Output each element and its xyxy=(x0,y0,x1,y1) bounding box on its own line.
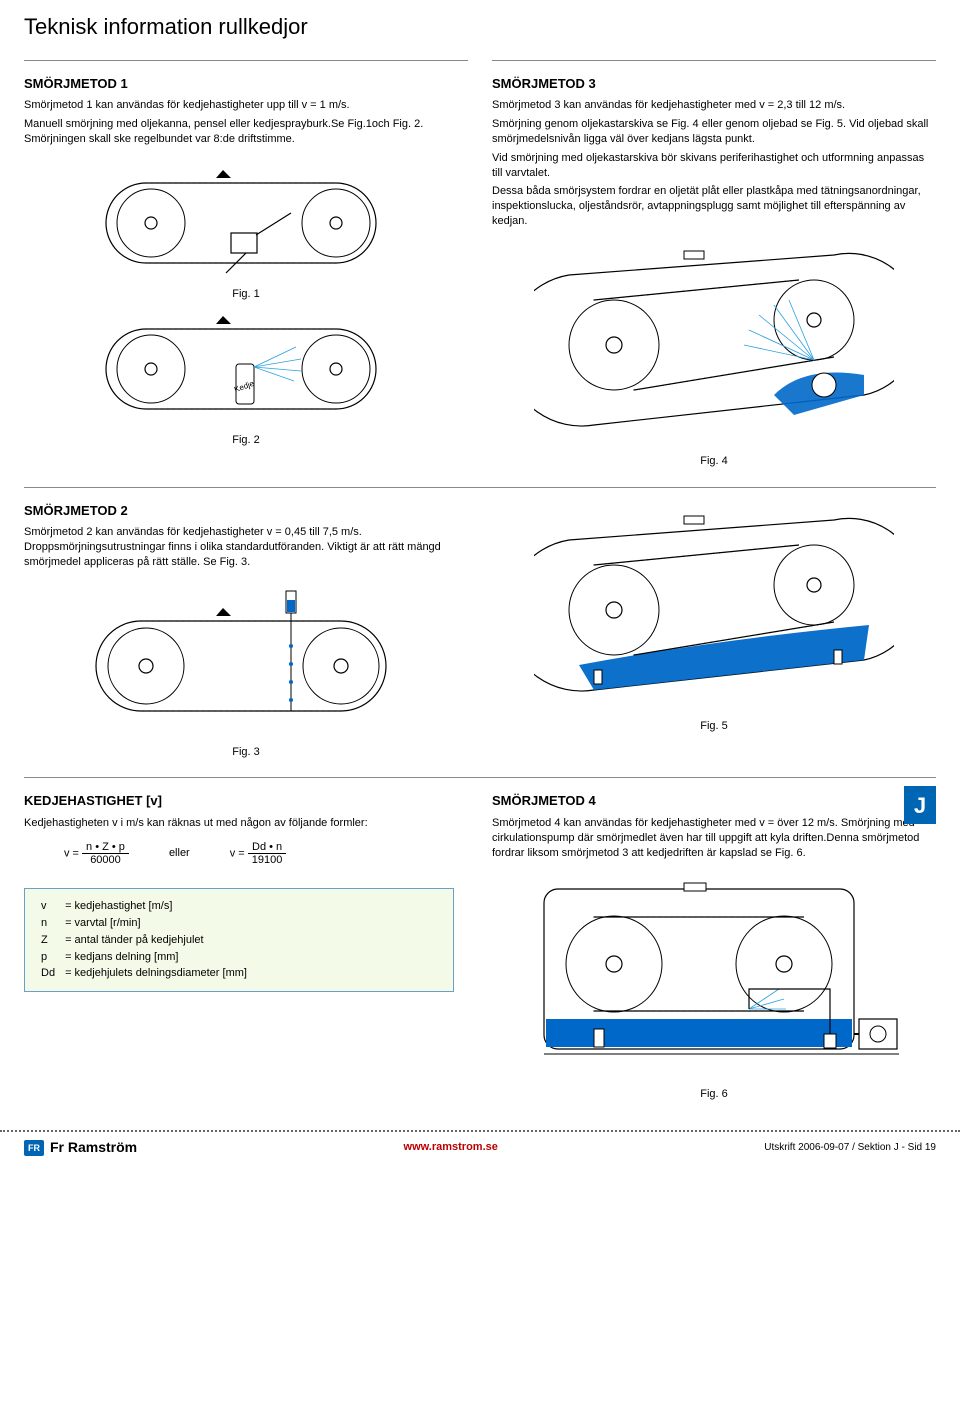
fig2-diagram: Kedje xyxy=(24,309,468,429)
eller-label: eller xyxy=(169,846,190,861)
f1-num: n • Z • p xyxy=(82,841,129,854)
legend-n-sym: n xyxy=(37,916,59,931)
method3-p3: Vid smörjning med oljekastarskiva bör sk… xyxy=(492,151,936,181)
method2-p1: Smörjmetod 2 kan användas för kedjehasti… xyxy=(24,525,468,570)
method2-heading: SMÖRJMETOD 2 xyxy=(24,502,468,520)
fig1-diagram xyxy=(24,163,468,283)
method4-p1: Smörjmetod 4 kan användas för kedjehasti… xyxy=(492,816,936,861)
divider xyxy=(24,487,936,488)
legend-v-sym: v xyxy=(37,899,59,914)
v-eq-2: v = xyxy=(230,847,245,859)
f1-den: 60000 xyxy=(86,854,125,866)
method1-p2: Manuell smörjning med oljekanna, pensel … xyxy=(24,117,468,147)
speed-heading: KEDJEHASTIGHET [v] xyxy=(24,792,468,810)
brand-logo: FR xyxy=(24,1140,44,1156)
legend-p-sym: p xyxy=(37,950,59,965)
fig3-diagram xyxy=(24,586,468,741)
v-eq-1: v = xyxy=(64,847,79,859)
speed-intro: Kedjehastigheten v i m/s kan räknas ut m… xyxy=(24,816,468,831)
fig1-caption: Fig. 1 xyxy=(24,287,468,302)
method1-p1: Smörjmetod 1 kan användas för kedjehasti… xyxy=(24,98,468,113)
method1-heading: SMÖRJMETOD 1 xyxy=(24,75,468,93)
method3-heading: SMÖRJMETOD 3 xyxy=(492,75,936,93)
legend-Dd-desc: = kedjehjulets delningsdiameter [mm] xyxy=(61,966,251,981)
f2-den: 19100 xyxy=(248,854,287,866)
method3-p4: Dessa båda smörjsystem fordrar en oljetä… xyxy=(492,184,936,229)
fig5-caption: Fig. 5 xyxy=(492,719,936,734)
speed-formulas: v = n • Z • p 60000 eller v = Dd • n 191… xyxy=(24,835,468,878)
legend-Z-desc: = antal tänder på kedjehjulet xyxy=(61,933,251,948)
fig2-caption: Fig. 2 xyxy=(24,433,468,448)
brand-name: Fr Ramström xyxy=(50,1138,137,1157)
divider xyxy=(24,60,468,61)
legend-Z-sym: Z xyxy=(37,933,59,948)
legend-n-desc: = varvtal [r/min] xyxy=(61,916,251,931)
legend-p-desc: = kedjans delning [mm] xyxy=(61,950,251,965)
divider xyxy=(24,777,936,778)
legend-box: v= kedjehastighet [m/s] n= varvtal [r/mi… xyxy=(24,888,454,992)
footer-url: www.ramstrom.se xyxy=(404,1140,498,1155)
fig6-diagram xyxy=(492,869,936,1084)
fig6-caption: Fig. 6 xyxy=(492,1087,936,1102)
legend-v-desc: = kedjehastighet [m/s] xyxy=(61,899,251,914)
fig4-diagram xyxy=(492,245,936,450)
footer-print-info: Utskrift 2006-09-07 / Sektion J - Sid 19 xyxy=(764,1141,936,1155)
fig5-diagram xyxy=(492,510,936,715)
page-title: Teknisk information rullkedjor xyxy=(24,12,936,42)
method4-heading: SMÖRJMETOD 4 xyxy=(492,792,936,810)
divider xyxy=(492,60,936,61)
fig4-caption: Fig. 4 xyxy=(492,454,936,469)
f2-num: Dd • n xyxy=(248,841,286,854)
legend-Dd-sym: Dd xyxy=(37,966,59,981)
section-tab: J xyxy=(904,786,936,824)
fig3-caption: Fig. 3 xyxy=(24,745,468,760)
method3-p2: Smörjning genom oljekastarskiva se Fig. … xyxy=(492,117,936,147)
page-footer: FR Fr Ramström www.ramstrom.se Utskrift … xyxy=(0,1130,960,1167)
method3-p1: Smörjmetod 3 kan användas för kedjehasti… xyxy=(492,98,936,113)
